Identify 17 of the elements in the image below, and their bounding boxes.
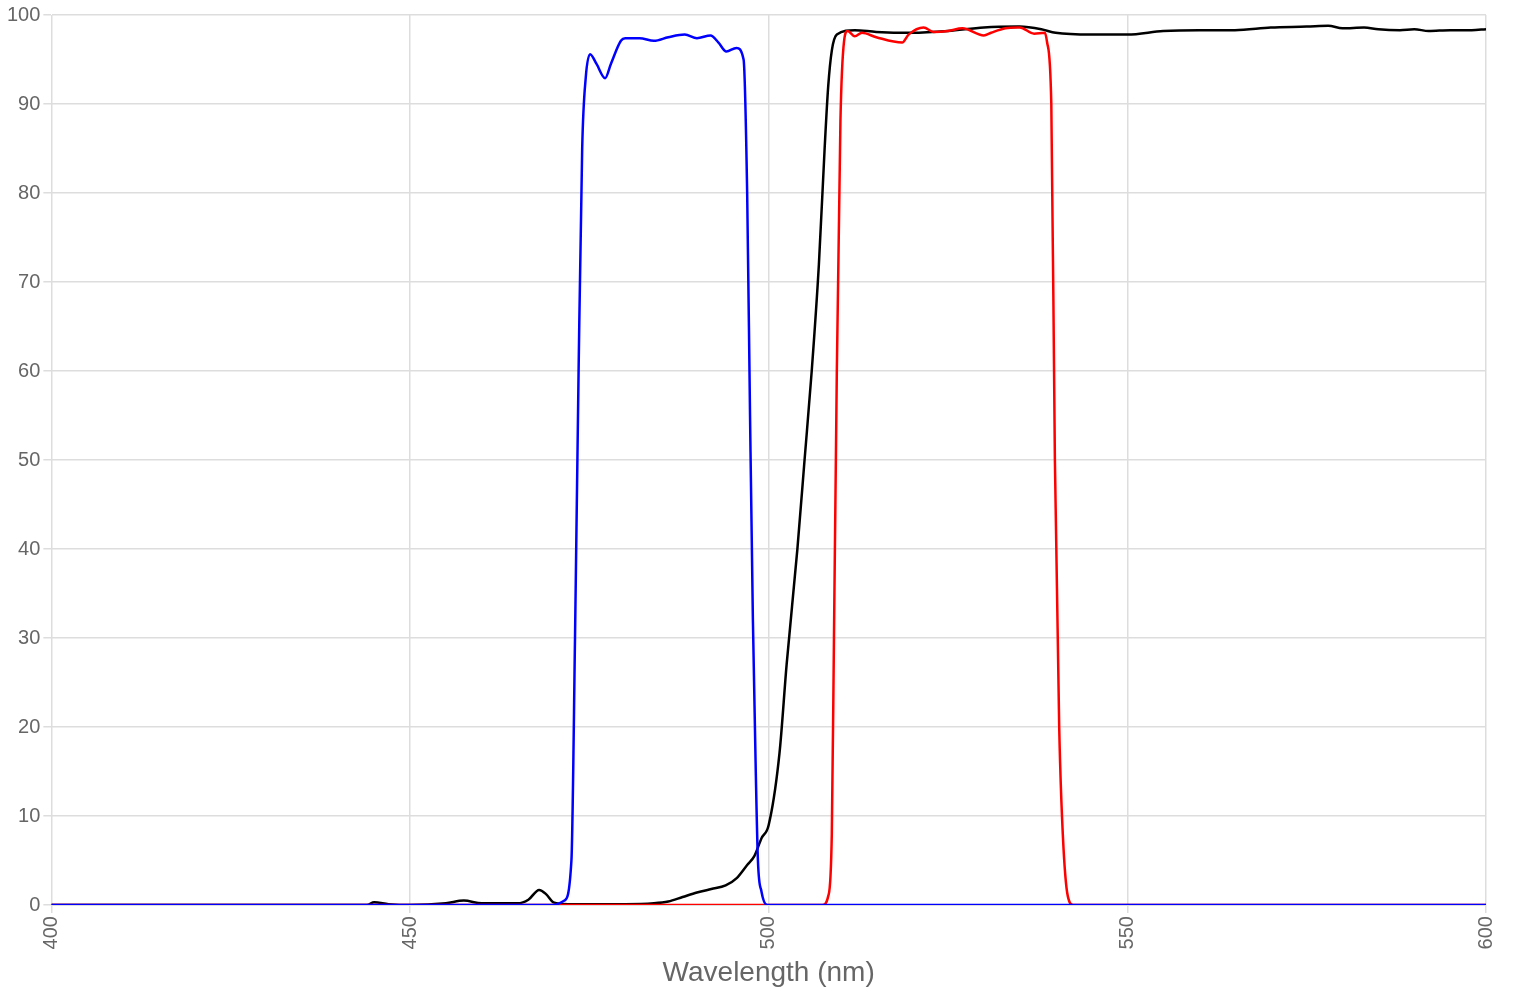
y-tick-label: 90	[18, 91, 41, 114]
x-tick-label: 450	[397, 916, 420, 950]
y-tick-label: 0	[29, 892, 41, 915]
x-tick-label: 400	[38, 916, 61, 950]
y-tick-label: 80	[18, 180, 41, 203]
x-axis-title: Wavelength (nm)	[662, 955, 875, 987]
x-tick-label: 600	[1473, 916, 1496, 950]
y-tick-label: 100	[6, 2, 41, 25]
y-tick-label: 40	[18, 536, 41, 559]
y-tick-label: 20	[18, 714, 41, 737]
y-tick-label: 30	[18, 625, 41, 648]
x-tick-label: 500	[756, 916, 779, 950]
x-tick-label: 550	[1114, 916, 1137, 950]
y-tick-label: 50	[18, 447, 41, 470]
y-tick-label: 60	[18, 358, 41, 381]
y-tick-label: 10	[18, 803, 41, 826]
y-tick-label: 70	[18, 269, 41, 292]
